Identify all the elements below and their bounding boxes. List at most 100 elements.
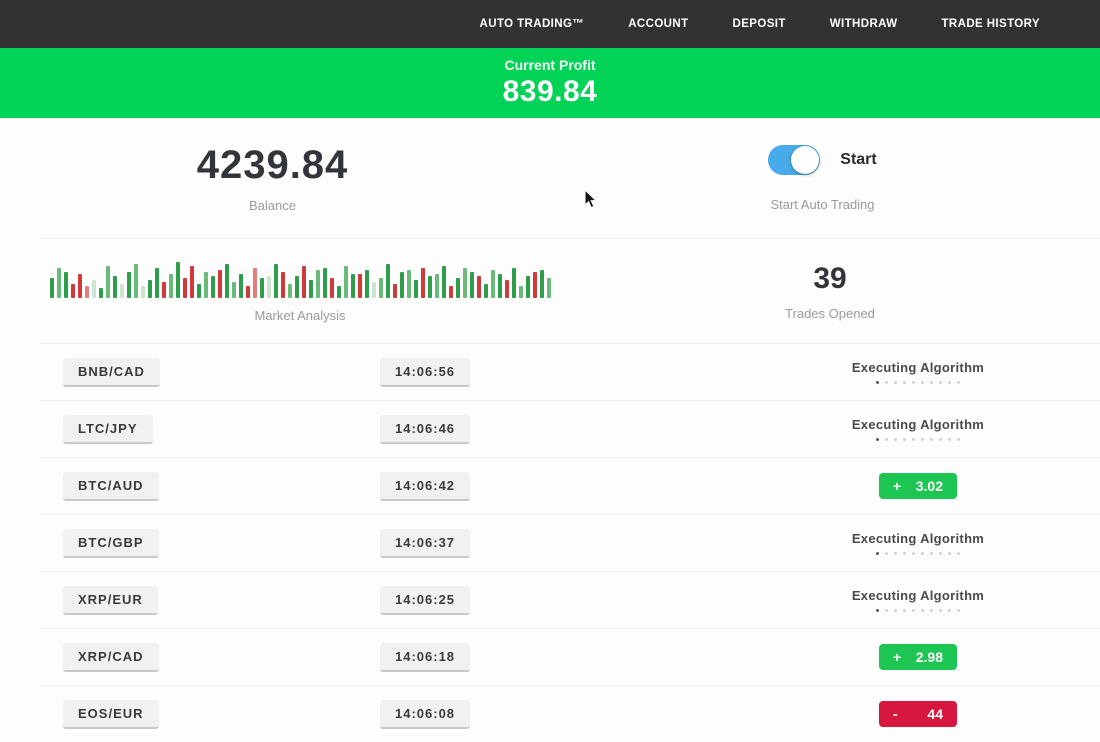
nav-account[interactable]: ACCOUNT: [628, 18, 689, 30]
market-bar: [504, 279, 509, 298]
pair-badge[interactable]: BTC/GBP: [63, 528, 159, 558]
progress-dot: [948, 552, 951, 555]
market-bar: [112, 275, 117, 298]
market-bar: [308, 279, 313, 298]
time-badge[interactable]: 14:06:08: [380, 699, 471, 729]
time-badge[interactable]: 14:06:25: [380, 585, 471, 615]
progress-dot: [894, 609, 897, 612]
current-profit-banner: Current Profit 839.84: [0, 48, 1100, 118]
market-bar: [406, 269, 411, 298]
pair-badge[interactable]: EOS/EUR: [63, 699, 159, 729]
progress-dot: [948, 438, 951, 441]
pair-badge[interactable]: XRP/CAD: [63, 642, 159, 672]
progress-dot: [912, 552, 915, 555]
market-bar: [154, 267, 159, 298]
progress-dot: [894, 381, 897, 384]
trade-row: BTC/AUD 14:06:42 + 3.02: [40, 457, 1100, 514]
pair-badge[interactable]: BTC/AUD: [63, 471, 159, 501]
executing-label: Executing Algorithm: [851, 531, 985, 546]
time-badge[interactable]: 14:06:46: [380, 414, 471, 444]
progress-dot: [912, 438, 915, 441]
market-bar: [364, 269, 369, 298]
market-bar: [329, 277, 334, 298]
executing-label: Executing Algorithm: [851, 417, 985, 432]
progress-dots: [852, 381, 984, 384]
nav-deposit[interactable]: DEPOSIT: [732, 18, 786, 30]
market-bar: [378, 277, 383, 298]
balance-label: Balance: [249, 198, 296, 213]
market-bar: [49, 277, 54, 298]
trades-opened-value: 39: [813, 261, 847, 295]
progress-dot: [921, 552, 924, 555]
market-bar: [245, 285, 250, 298]
status-executing: Executing Algorithm: [852, 360, 984, 384]
market-bar: [343, 265, 348, 298]
market-bar: [427, 275, 432, 298]
status-result-badge: - 44: [879, 701, 957, 727]
market-bar: [413, 279, 418, 298]
market-bar: [476, 275, 481, 298]
time-badge[interactable]: 14:06:18: [380, 642, 471, 672]
market-bar: [525, 275, 530, 298]
market-bar: [91, 279, 96, 298]
progress-dots: [852, 552, 984, 555]
pair-badge[interactable]: LTC/JPY: [63, 414, 153, 444]
progress-dot: [930, 609, 933, 612]
progress-dot: [921, 381, 924, 384]
market-bar: [539, 269, 544, 298]
auto-trading-caption: Start Auto Trading: [770, 196, 875, 212]
market-bar: [224, 263, 229, 298]
pair-badge[interactable]: XRP/EUR: [63, 585, 158, 615]
market-bar: [294, 275, 299, 298]
time-badge[interactable]: 14:06:42: [380, 471, 471, 501]
trade-row: BNB/CAD 14:06:56 Executing Algorithm: [40, 343, 1100, 400]
nav-trade-history[interactable]: TRADE HISTORY: [941, 18, 1040, 30]
auto-trading-toggle[interactable]: [768, 144, 821, 175]
status-executing: Executing Algorithm: [852, 588, 984, 612]
market-bar: [518, 285, 523, 298]
progress-dot: [939, 438, 942, 441]
market-bar: [217, 269, 222, 298]
market-bar: [546, 277, 551, 298]
trade-row: XRP/EUR 14:06:25 Executing Algorithm: [40, 571, 1100, 628]
time-badge[interactable]: 14:06:37: [380, 528, 471, 558]
progress-dot: [957, 438, 960, 441]
executing-label: Executing Algorithm: [851, 588, 985, 603]
progress-dot: [912, 381, 915, 384]
progress-dot: [885, 438, 888, 441]
progress-dot: [903, 552, 906, 555]
top-nav: AUTO TRADING™ ACCOUNT DEPOSIT WITHDRAW T…: [0, 0, 1100, 48]
market-bar: [287, 283, 292, 298]
market-bar: [84, 285, 89, 298]
toggle-knob-icon: [791, 145, 820, 174]
progress-dot: [957, 381, 960, 384]
status-result-badge: + 2.98: [879, 644, 957, 670]
market-bar: [161, 281, 166, 298]
market-bar: [182, 277, 187, 298]
result-sign: -: [893, 706, 898, 722]
market-bar: [385, 263, 390, 298]
progress-dot: [876, 609, 879, 612]
market-bar: [196, 283, 201, 298]
progress-dot: [939, 552, 942, 555]
executing-label: Executing Algorithm: [851, 360, 985, 375]
market-bar: [175, 261, 180, 298]
progress-dot: [903, 609, 906, 612]
market-bar: [350, 273, 355, 298]
current-profit-label: Current Profit: [504, 57, 596, 73]
market-bar: [322, 267, 327, 298]
trades-opened-label: Trades Opened: [785, 305, 875, 321]
market-bar: [462, 267, 467, 298]
nav-withdraw[interactable]: WITHDRAW: [829, 18, 898, 30]
nav-auto-trading[interactable]: AUTO TRADING™: [479, 18, 585, 30]
time-badge[interactable]: 14:06:56: [380, 357, 471, 387]
result-amount: 2.98: [915, 649, 943, 665]
progress-dot: [885, 552, 888, 555]
progress-dot: [876, 552, 879, 555]
market-bar: [266, 275, 271, 298]
market-bar: [231, 281, 236, 298]
market-bar: [126, 271, 131, 298]
pair-badge[interactable]: BNB/CAD: [63, 357, 160, 387]
progress-dot: [885, 381, 888, 384]
auto-trading-block: Start Start Auto Trading: [545, 118, 1100, 238]
